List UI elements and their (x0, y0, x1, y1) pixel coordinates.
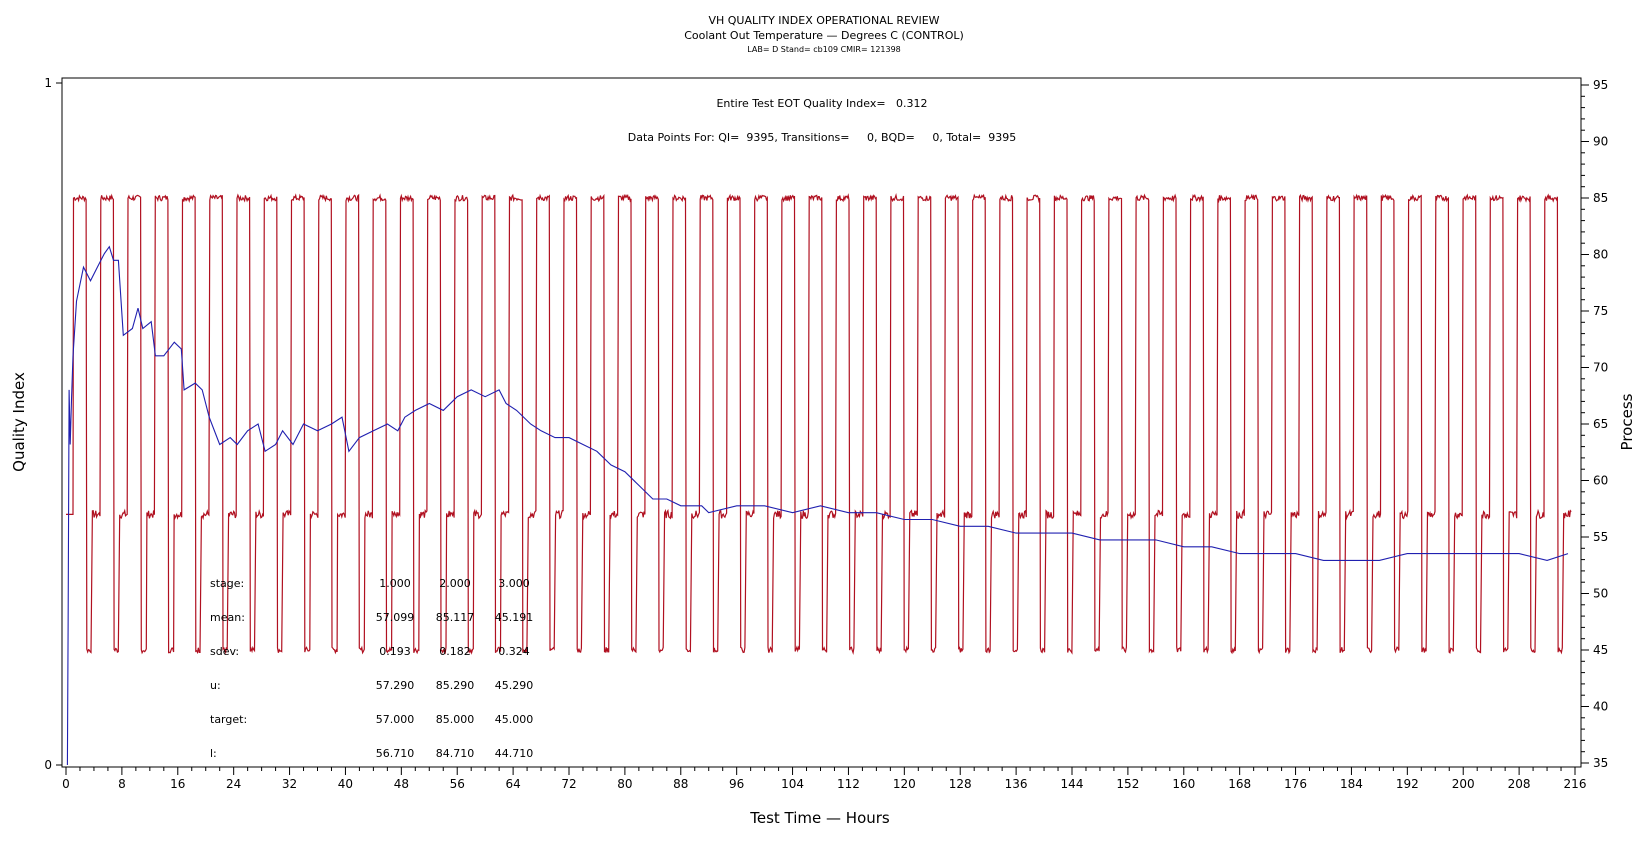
x-tick-label: 184 (1340, 777, 1363, 791)
y-left-tick-label: 0 (44, 758, 52, 772)
stats-row-label: stage: (210, 577, 244, 590)
x-tick-label: 200 (1452, 777, 1475, 791)
x-tick-label: 16 (170, 777, 185, 791)
x-tick-label: 24 (226, 777, 241, 791)
y-right-tick-label: 55 (1593, 530, 1608, 544)
stats-value: 85.117 (436, 611, 475, 624)
x-tick-label: 40 (338, 777, 353, 791)
plot-frame (61, 77, 1582, 768)
chart-subtitle: Coolant Out Temperature — Degrees C (CON… (684, 29, 964, 42)
stats-value: 45.290 (495, 679, 534, 692)
stats-row-label: target: (210, 713, 247, 726)
process-series-line (66, 193, 1572, 656)
x-tick-label: 152 (1116, 777, 1139, 791)
y-right-tick-label: 45 (1593, 643, 1608, 657)
x-tick-label: 144 (1061, 777, 1084, 791)
y-right-tick-label: 50 (1593, 587, 1608, 601)
x-tick-label: 120 (893, 777, 916, 791)
stats-value: 85.290 (436, 679, 475, 692)
x-tick-label: 80 (617, 777, 632, 791)
stats-value: 44.710 (495, 747, 534, 760)
y-right-tick-label: 35 (1593, 756, 1608, 770)
stats-value: 1.000 (379, 577, 411, 590)
y-right-tick-label: 95 (1593, 78, 1608, 92)
y-axis-right-ticks: 35 40 45 50 55 60 65 70 75 80 85 90 95 (1581, 78, 1608, 770)
x-tick-label: 8 (118, 777, 126, 791)
y-axis-left-label: Quality Index (10, 372, 28, 472)
stats-value: 85.000 (436, 713, 475, 726)
stats-value: 45.191 (495, 611, 534, 624)
y-right-tick-label: 40 (1593, 700, 1608, 714)
y-right-tick-label: 65 (1593, 417, 1608, 431)
y-right-tick-label: 75 (1593, 304, 1608, 318)
x-tick-label: 192 (1396, 777, 1419, 791)
stats-value: 57.290 (376, 679, 415, 692)
x-tick-label: 0 (62, 777, 70, 791)
y-right-tick-label: 60 (1593, 474, 1608, 488)
y-axis-left-ticks: 01 (44, 76, 62, 772)
quality-index-annotation: Entire Test EOT Quality Index= 0.312 (716, 97, 927, 110)
x-axis-ticks: 0 8 16 24 32 40 48 56 64 72 80 88 96 104 112 120 128 136 1… (62, 767, 1586, 791)
stats-row-label: sdev: (210, 645, 239, 658)
stats-value: 45.000 (495, 713, 534, 726)
stats-value: 0.324 (498, 645, 530, 658)
y-left-tick-label: 1 (44, 76, 52, 90)
stats-value: 57.099 (376, 611, 415, 624)
y-right-tick-label: 85 (1593, 191, 1608, 205)
x-tick-label: 64 (505, 777, 520, 791)
data-points-annotation: Data Points For: QI= 9395, Transitions= … (628, 131, 1016, 144)
stats-value: 0.193 (379, 645, 411, 658)
x-tick-label: 176 (1284, 777, 1307, 791)
stats-row-label: l: (210, 747, 217, 760)
stats-row-label: u: (210, 679, 221, 692)
y-axis-right-label: Process (1618, 393, 1636, 450)
x-tick-label: 136 (1005, 777, 1028, 791)
x-tick-label: 32 (282, 777, 297, 791)
x-tick-label: 208 (1508, 777, 1531, 791)
x-tick-label: 168 (1228, 777, 1251, 791)
y-right-tick-label: 70 (1593, 361, 1608, 375)
stats-value: 2.000 (439, 577, 471, 590)
y-right-tick-label: 90 (1593, 135, 1608, 149)
x-tick-label: 112 (837, 777, 860, 791)
x-tick-label: 216 (1564, 777, 1587, 791)
x-tick-label: 72 (561, 777, 576, 791)
stats-value: 84.710 (436, 747, 475, 760)
x-axis-label: Test Time — Hours (749, 809, 890, 827)
series-layer (66, 193, 1572, 766)
x-tick-label: 56 (450, 777, 465, 791)
stats-value: 56.710 (376, 747, 415, 760)
quality-index-series-line (66, 245, 1569, 766)
x-tick-label: 96 (729, 777, 744, 791)
stats-row-label: mean: (210, 611, 245, 624)
x-tick-label: 88 (673, 777, 688, 791)
chart-subtitle-small: LAB= D Stand= cb109 CMIR= 121398 (747, 45, 901, 54)
y-right-tick-label: 80 (1593, 248, 1608, 262)
x-tick-label: 104 (781, 777, 804, 791)
chart-title: VH QUALITY INDEX OPERATIONAL REVIEW (708, 14, 939, 27)
stats-value: 57.000 (376, 713, 415, 726)
x-tick-label: 48 (394, 777, 409, 791)
x-tick-label: 160 (1172, 777, 1195, 791)
x-tick-label: 128 (949, 777, 972, 791)
stats-value: 0.182 (439, 645, 471, 658)
stats-table: stage: 1.000 2.000 3.000 mean: 57.099 85.117 45… (210, 577, 533, 760)
stats-value: 3.000 (498, 577, 530, 590)
